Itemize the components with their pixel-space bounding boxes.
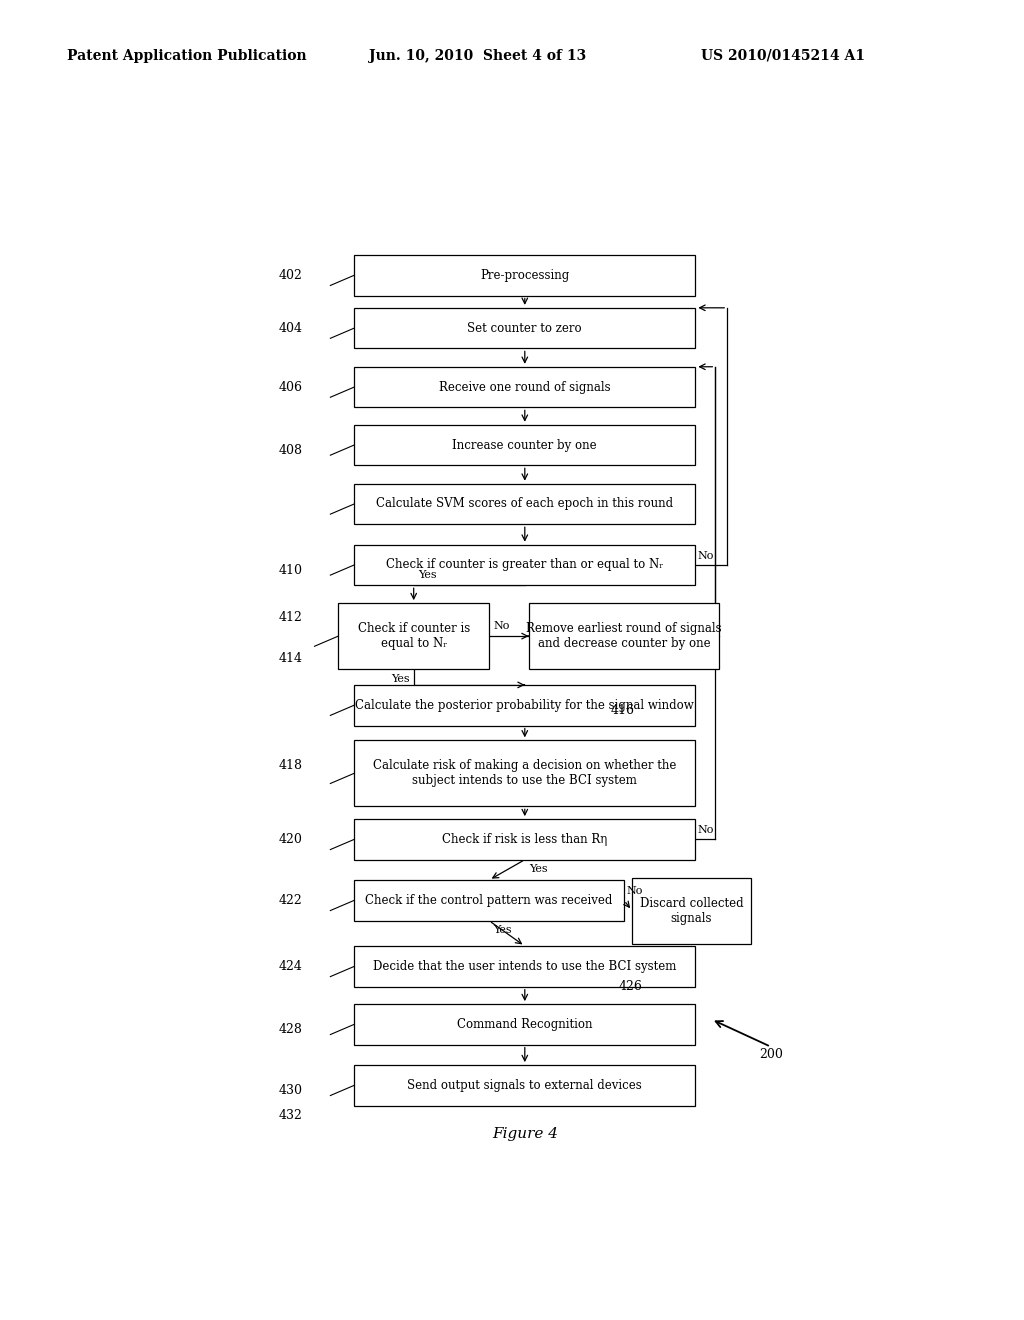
Text: 422: 422 (279, 894, 303, 907)
FancyBboxPatch shape (354, 545, 695, 585)
Text: 412: 412 (279, 611, 303, 624)
Text: Check if risk is less than Rη: Check if risk is less than Rη (442, 833, 607, 846)
Text: 428: 428 (279, 1023, 303, 1036)
Text: US 2010/0145214 A1: US 2010/0145214 A1 (701, 49, 865, 63)
Text: Check if counter is
equal to Nᵣ: Check if counter is equal to Nᵣ (357, 622, 470, 651)
Text: 418: 418 (279, 759, 303, 772)
Text: Increase counter by one: Increase counter by one (453, 438, 597, 451)
Text: Yes: Yes (418, 570, 436, 581)
FancyBboxPatch shape (354, 685, 695, 726)
Text: Yes: Yes (391, 675, 410, 684)
FancyBboxPatch shape (354, 741, 695, 807)
FancyBboxPatch shape (354, 367, 695, 408)
Text: Pre-processing: Pre-processing (480, 269, 569, 281)
Text: Calculate risk of making a decision on whether the
subject intends to use the BC: Calculate risk of making a decision on w… (373, 759, 677, 787)
Text: 200: 200 (759, 1048, 782, 1061)
FancyBboxPatch shape (354, 818, 695, 859)
Text: 432: 432 (279, 1109, 303, 1122)
FancyBboxPatch shape (354, 255, 695, 296)
Text: Figure 4: Figure 4 (492, 1127, 558, 1142)
Text: No: No (494, 620, 509, 631)
Text: 430: 430 (279, 1084, 303, 1097)
Text: 410: 410 (279, 564, 303, 577)
Text: Calculate SVM scores of each epoch in this round: Calculate SVM scores of each epoch in th… (376, 498, 674, 511)
Text: Command Recognition: Command Recognition (457, 1018, 593, 1031)
Text: 408: 408 (279, 444, 303, 457)
Text: 420: 420 (279, 833, 303, 846)
FancyBboxPatch shape (354, 946, 695, 987)
FancyBboxPatch shape (354, 880, 624, 921)
Text: Yes: Yes (494, 925, 512, 935)
Text: No: No (697, 825, 714, 836)
Text: Patent Application Publication: Patent Application Publication (67, 49, 306, 63)
FancyBboxPatch shape (354, 1005, 695, 1044)
FancyBboxPatch shape (354, 483, 695, 524)
Text: Remove earliest round of signals
and decrease counter by one: Remove earliest round of signals and dec… (526, 622, 722, 651)
FancyBboxPatch shape (632, 878, 751, 944)
Text: 404: 404 (279, 322, 303, 335)
FancyBboxPatch shape (354, 425, 695, 466)
Text: Send output signals to external devices: Send output signals to external devices (408, 1078, 642, 1092)
FancyBboxPatch shape (528, 603, 719, 669)
Text: No: No (697, 550, 714, 561)
Text: Receive one round of signals: Receive one round of signals (439, 380, 610, 393)
FancyBboxPatch shape (354, 1065, 695, 1106)
Text: Yes: Yes (528, 863, 548, 874)
Text: No: No (627, 886, 643, 896)
Text: Decide that the user intends to use the BCI system: Decide that the user intends to use the … (373, 960, 677, 973)
Text: 414: 414 (279, 652, 303, 665)
Text: 406: 406 (279, 380, 303, 393)
Text: Discard collected
signals: Discard collected signals (640, 896, 743, 924)
Text: 426: 426 (618, 981, 642, 993)
Text: 416: 416 (610, 704, 634, 717)
FancyBboxPatch shape (354, 308, 695, 348)
Text: 424: 424 (279, 960, 303, 973)
Text: Check if the control pattern was received: Check if the control pattern was receive… (366, 894, 612, 907)
Text: Check if counter is greater than or equal to Nᵣ: Check if counter is greater than or equa… (386, 558, 664, 572)
Text: Jun. 10, 2010  Sheet 4 of 13: Jun. 10, 2010 Sheet 4 of 13 (369, 49, 586, 63)
Text: Calculate the posterior probability for the signal window: Calculate the posterior probability for … (355, 698, 694, 711)
FancyBboxPatch shape (338, 603, 489, 669)
Text: Set counter to zero: Set counter to zero (468, 322, 582, 335)
Text: 402: 402 (279, 269, 303, 281)
